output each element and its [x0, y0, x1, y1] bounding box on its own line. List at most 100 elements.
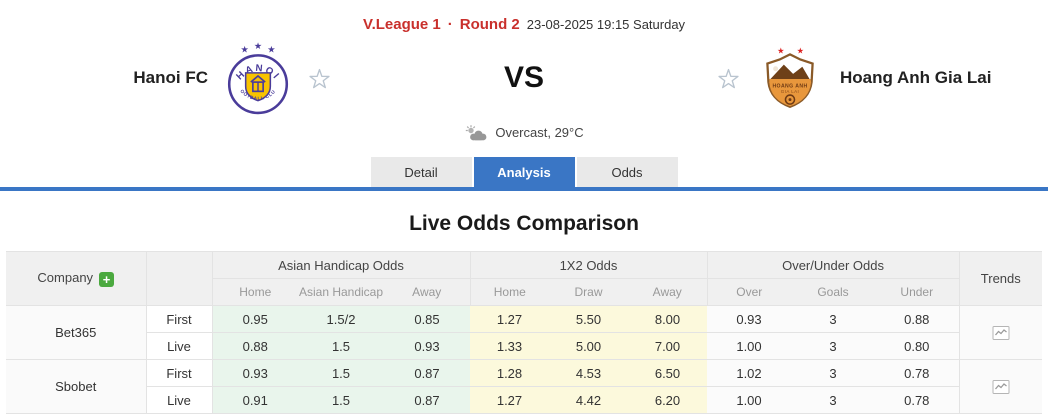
- svg-text:★: ★: [267, 44, 275, 54]
- col-header-ou-goals: Goals: [791, 278, 875, 306]
- over-under-odds-value: 0.78: [875, 359, 960, 387]
- teams-row: Hanoi FC ★ ★ ★ HANOI FOOTBALL CLUB: [0, 35, 1048, 121]
- asian-handicap-odds-value: 0.91: [212, 386, 298, 414]
- svg-text:★: ★: [797, 46, 804, 55]
- 1x2-odds-value: 1.33: [470, 332, 549, 360]
- 1x2-odds-value: 1.27: [470, 386, 549, 414]
- asian-handicap-odds-value: 0.95: [212, 305, 298, 333]
- league-line: V.League 1 · Round 2 23-08-2025 19:15 Sa…: [0, 16, 1048, 33]
- col-header-ou-under: Under: [875, 278, 960, 306]
- 1x2-odds-value: 7.00: [628, 332, 707, 360]
- odds-row: Live 0.88 1.5 0.93 1.33 5.00 7.00 1.00 3 0.80: [6, 332, 1042, 360]
- odds-row: Bet365 First 0.95 1.5/2 0.85 1.27 5.50 8.00 0.93…: [6, 305, 1043, 360]
- odds-row: Live 0.91 1.5 0.87 1.27 4.42 6.20 1.00 3 0.78: [6, 386, 1042, 414]
- asian-handicap-odds-value: 1.5/2: [298, 305, 384, 333]
- row-type-label: Live: [146, 332, 213, 360]
- tab-odds[interactable]: Odds: [576, 157, 678, 187]
- company-column-header: Company +: [6, 251, 147, 306]
- asian-handicap-odds-value: 1.5: [298, 386, 384, 414]
- tabs-container: Detail Analysis Odds: [0, 157, 1048, 187]
- over-under-odds-value: 3: [791, 386, 875, 414]
- tab-analysis[interactable]: Analysis: [473, 157, 575, 187]
- company-header-label: Company: [37, 270, 94, 285]
- svg-text:★: ★: [240, 44, 248, 54]
- home-favorite-star-icon[interactable]: [308, 67, 331, 90]
- odds-row: Sbobet First 0.93 1.5 0.87 1.28 4.53 6.50 1.02 3 0…: [6, 359, 1043, 414]
- asian-handicap-odds-value: 0.93: [384, 332, 470, 360]
- over-under-odds-value: 1.00: [707, 332, 791, 360]
- trends-chart-icon[interactable]: [958, 305, 1043, 360]
- col-header-ah-handicap: Asian Handicap: [298, 278, 384, 306]
- svg-text:HOANG ANH: HOANG ANH: [772, 83, 807, 89]
- row-type-label: First: [146, 359, 213, 387]
- overcast-weather-icon: [466, 125, 487, 141]
- col-header-1x2-home: Home: [469, 278, 549, 306]
- over-under-odds-value: 0.78: [875, 386, 960, 414]
- trends-column-header: Trends: [958, 251, 1043, 306]
- col-header-1x2-away: Away: [628, 278, 707, 306]
- over-under-odds-value: 0.80: [875, 332, 960, 360]
- odds-table-body: Bet365 First 0.95 1.5/2 0.85 1.27 5.50 8.00 0.93…: [6, 305, 1043, 414]
- over-under-odds-value: 0.93: [707, 305, 791, 333]
- separator-dot: ·: [447, 16, 453, 33]
- home-team-logo: ★ ★ ★ HANOI FOOTBALL CLUB: [221, 41, 289, 115]
- 1x2-odds-value: 6.20: [628, 386, 707, 414]
- over-under-odds-value: 1.00: [707, 386, 791, 414]
- active-tab-underline: [0, 187, 1048, 191]
- asian-handicap-odds-value: 0.87: [384, 359, 470, 387]
- row-type-label: First: [146, 305, 213, 333]
- over-under-group-header: Over/Under Odds: [706, 251, 960, 279]
- svg-text:★: ★: [777, 46, 784, 55]
- over-under-odds-value: 3: [791, 359, 875, 387]
- away-team: ★ ★ HOANG ANH GIA LAI Hoang Anh Gia Lai: [599, 41, 1048, 115]
- weather-text: Overcast, 29°C: [495, 125, 584, 140]
- 1x2-odds-value: 5.00: [549, 332, 628, 360]
- over-under-odds-value: 3: [791, 332, 875, 360]
- match-header: V.League 1 · Round 2 23-08-2025 19:15 Sa…: [0, 0, 1048, 142]
- vs-label: VS: [503, 61, 545, 94]
- 1x2-odds-value: 5.50: [549, 305, 628, 333]
- odds-comparison-table: Company + Asian Handicap Odds 1X2 Odds Ov…: [6, 251, 1043, 414]
- tab-detail[interactable]: Detail: [370, 157, 472, 187]
- over-under-odds-value: 3: [791, 305, 875, 333]
- away-team-logo: ★ ★ HOANG ANH GIA LAI: [766, 46, 814, 108]
- league-name[interactable]: V.League 1: [362, 16, 441, 33]
- asian-handicap-odds-value: 0.87: [384, 386, 470, 414]
- tabs-bar: Detail Analysis Odds: [0, 157, 1048, 191]
- table-header-group-row: Company + Asian Handicap Odds 1X2 Odds Ov…: [6, 251, 1043, 306]
- trends-chart-icon[interactable]: [958, 359, 1043, 414]
- section-title: Live Odds Comparison: [409, 212, 639, 235]
- add-company-button[interactable]: +: [99, 272, 115, 287]
- col-header-ah-away: Away: [384, 278, 470, 306]
- asian-handicap-odds-value: 1.5: [298, 359, 384, 387]
- 1x2-odds-value: 1.28: [470, 359, 549, 387]
- home-team: Hanoi FC ★ ★ ★ HANOI FOOTBALL CLUB: [0, 41, 449, 115]
- svg-text:★: ★: [254, 41, 262, 51]
- 1x2-odds-value: 1.27: [470, 305, 549, 333]
- round-label: Round 2: [459, 16, 520, 33]
- away-favorite-star-icon[interactable]: [717, 67, 740, 90]
- home-team-name[interactable]: Hanoi FC: [133, 68, 208, 87]
- 1x2-odds-value: 4.53: [549, 359, 628, 387]
- col-header-ah-home: Home: [212, 278, 298, 306]
- asian-handicap-group-header: Asian Handicap Odds: [212, 251, 470, 279]
- asian-handicap-odds-value: 1.5: [298, 332, 384, 360]
- over-under-odds-value: 1.02: [707, 359, 791, 387]
- col-header-ou-over: Over: [706, 278, 791, 306]
- asian-handicap-odds-value: 0.88: [212, 332, 298, 360]
- 1x2-odds-value: 6.50: [628, 359, 707, 387]
- 1x2-group-header: 1X2 Odds: [469, 251, 707, 279]
- svg-text:GIA LAI: GIA LAI: [781, 89, 799, 94]
- match-datetime: 23-08-2025 19:15 Saturday: [526, 17, 686, 32]
- company-name: Sbobet: [6, 359, 147, 414]
- 1x2-odds-value: 8.00: [628, 305, 707, 333]
- row-type-column-header: [146, 251, 213, 306]
- 1x2-odds-value: 4.42: [549, 386, 628, 414]
- asian-handicap-odds-value: 0.85: [384, 305, 470, 333]
- row-type-label: Live: [146, 386, 213, 414]
- away-team-name[interactable]: Hoang Anh Gia Lai: [840, 68, 992, 87]
- company-name: Bet365: [6, 305, 147, 360]
- weather-row: Overcast, 29°C: [0, 123, 1048, 142]
- over-under-odds-value: 0.88: [875, 305, 960, 333]
- col-header-1x2-draw: Draw: [549, 278, 628, 306]
